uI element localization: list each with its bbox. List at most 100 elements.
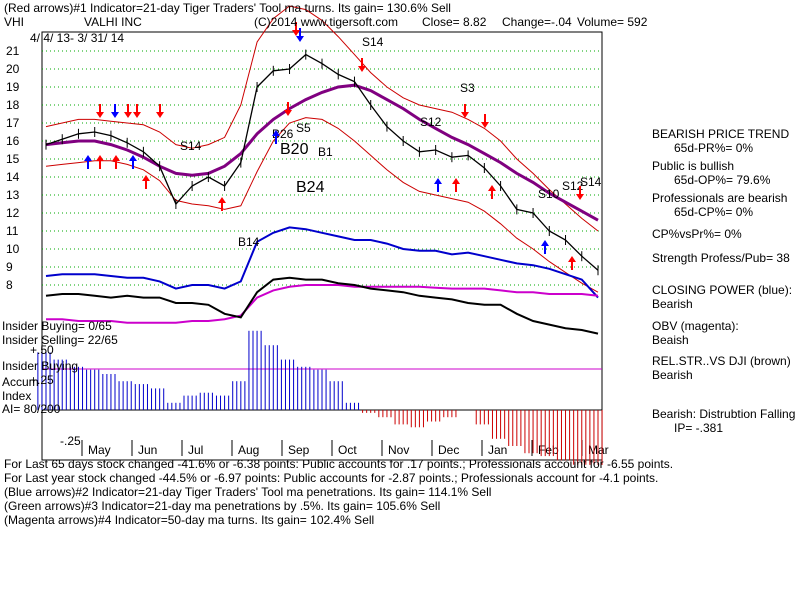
signal-label: B24 <box>296 179 325 196</box>
public-bullish: Public is bullish <box>652 159 735 173</box>
chart-frame <box>41 31 603 461</box>
signal-label: S10 <box>538 187 560 201</box>
lower-band-line <box>45 117 599 293</box>
signal-label: B14 <box>238 235 260 249</box>
down-arrow-icon <box>358 58 366 72</box>
y-tick-label: 18 <box>6 98 20 112</box>
insider-selling: Insider Selling= 22/65 <box>2 333 118 347</box>
footer-magenta-arrows: (Magenta arrows)#4 Indicator=50-day ma t… <box>4 513 375 527</box>
y-tick-label: 13 <box>6 188 20 202</box>
down-arrow-icon <box>124 104 132 118</box>
up-arrow-icon <box>129 155 137 169</box>
change-value: Change=-.04 <box>502 15 572 29</box>
signal-label: B26 <box>272 127 294 141</box>
y-tick-label: 10 <box>6 242 20 256</box>
indicator1-caption: (Red arrows)#1 Indicator=21-day Tiger Tr… <box>4 1 451 15</box>
up-arrow-icon <box>452 178 460 192</box>
x-tick-label: Aug <box>238 443 259 457</box>
relstr-value: Bearish <box>652 368 693 382</box>
signal-label: S12 <box>562 179 584 193</box>
up-arrow-icon <box>488 185 496 199</box>
insider-buying: Insider Buying= 0/65 <box>2 319 112 333</box>
down-arrow-icon <box>111 104 119 118</box>
signal-label: B1 <box>318 145 333 159</box>
index-label: Index <box>2 389 32 403</box>
signal-label: S14 <box>362 35 384 49</box>
x-tick-label: Dec <box>438 443 459 457</box>
signal-label: S3 <box>460 81 475 95</box>
y-tick-label: 20 <box>6 62 20 76</box>
date-range: 4/ 4/ 13- 3/ 31/ 14 <box>30 31 125 45</box>
professionals-bearish: Professionals are bearish <box>652 191 788 205</box>
y-tick-label: 17 <box>6 116 20 130</box>
ticker-label: VHI <box>4 15 25 29</box>
ip-value: IP= -.381 <box>674 421 724 435</box>
down-arrow-icon <box>133 104 141 118</box>
signal-label: S5 <box>296 121 311 135</box>
cp-value: 65d-CP%= 0% <box>674 205 754 219</box>
down-arrow-icon <box>284 102 292 116</box>
down-arrow-icon <box>481 114 489 128</box>
y-tick-label: 12 <box>6 206 20 220</box>
volume-value: Volume= 592 <box>577 15 648 29</box>
up-arrow-icon <box>96 155 104 169</box>
signal-label: S14 <box>180 139 202 153</box>
obv-label: OBV (magenta): <box>652 319 739 333</box>
x-tick-label: Jul <box>188 443 203 457</box>
y-tick-label: 16 <box>6 134 20 148</box>
cp-vs-pr: CP%vsPr%= 0% <box>652 227 742 241</box>
up-arrow-icon <box>142 175 150 189</box>
down-arrow-icon <box>576 186 584 200</box>
relstr-label: REL.STR..VS DJI (brown) <box>652 354 791 368</box>
ma50-line <box>45 83 599 222</box>
closing-power-line <box>45 226 599 299</box>
ai-label: AI= 80/200 <box>2 402 61 416</box>
strength-ratio: Strength Profess/Pub= 38 <box>652 251 790 265</box>
obv-line <box>46 284 599 324</box>
up-arrow-icon <box>434 178 442 192</box>
down-arrow-icon <box>292 22 300 36</box>
x-tick-label: Sep <box>288 443 310 457</box>
up-arrow-icon <box>112 155 120 169</box>
y-tick-label: 14 <box>6 170 20 184</box>
footer-blue-arrows: (Blue arrows)#2 Indicator=21-day Tiger T… <box>4 485 492 499</box>
y-tick-label: 9 <box>6 260 13 274</box>
accum-plus50: +.50 <box>30 343 54 357</box>
footer-65day: For Last 65 days stock changed -41.6% or… <box>4 457 674 471</box>
footer-year: For Last year stock changed -44.5% or -6… <box>4 471 659 485</box>
y-tick-label: 21 <box>6 44 20 58</box>
obv-value: Beaish <box>652 333 689 347</box>
down-arrow-icon <box>156 104 164 118</box>
y-tick-label: 8 <box>6 278 13 292</box>
footer-green-arrows: (Green arrows)#3 Indicator=21-day ma pen… <box>4 499 441 513</box>
y-tick-label: 11 <box>6 224 19 238</box>
signal-label: S14 <box>580 175 602 189</box>
accum-plus25: +.25 <box>30 373 54 387</box>
x-tick-label: Jan <box>488 443 507 457</box>
x-tick-label: Jun <box>138 443 157 457</box>
down-arrow-icon <box>461 104 469 118</box>
bearish-price-trend: BEARISH PRICE TREND <box>652 127 790 141</box>
signal-label: S12 <box>420 115 442 129</box>
up-arrow-icon <box>272 130 280 144</box>
up-arrow-icon <box>541 240 549 254</box>
closing-power-value: Bearish <box>652 297 693 311</box>
insider-buying-2: Insider Buying <box>2 359 79 373</box>
closing-power-label: CLOSING POWER (blue): <box>652 283 793 297</box>
accum-minus25: -.25 <box>60 434 81 448</box>
up-arrow-icon <box>218 197 226 211</box>
down-arrow-icon <box>96 104 104 118</box>
x-tick-label: May <box>88 443 111 457</box>
x-tick-label: Oct <box>338 443 357 457</box>
distribution-label: Bearish: Distrubtion Falling <box>652 407 796 421</box>
company-name: VALHI INC <box>84 15 142 29</box>
up-arrow-icon <box>84 155 92 169</box>
y-tick-label: 19 <box>6 80 20 94</box>
relstr-line <box>45 276 599 335</box>
close-value: Close= 8.82 <box>422 15 487 29</box>
signal-label: B20 <box>280 141 309 158</box>
accum-label: Accum <box>2 375 39 389</box>
pr-value: 65d-PR%= 0% <box>674 141 754 155</box>
y-tick-label: 15 <box>6 152 20 166</box>
